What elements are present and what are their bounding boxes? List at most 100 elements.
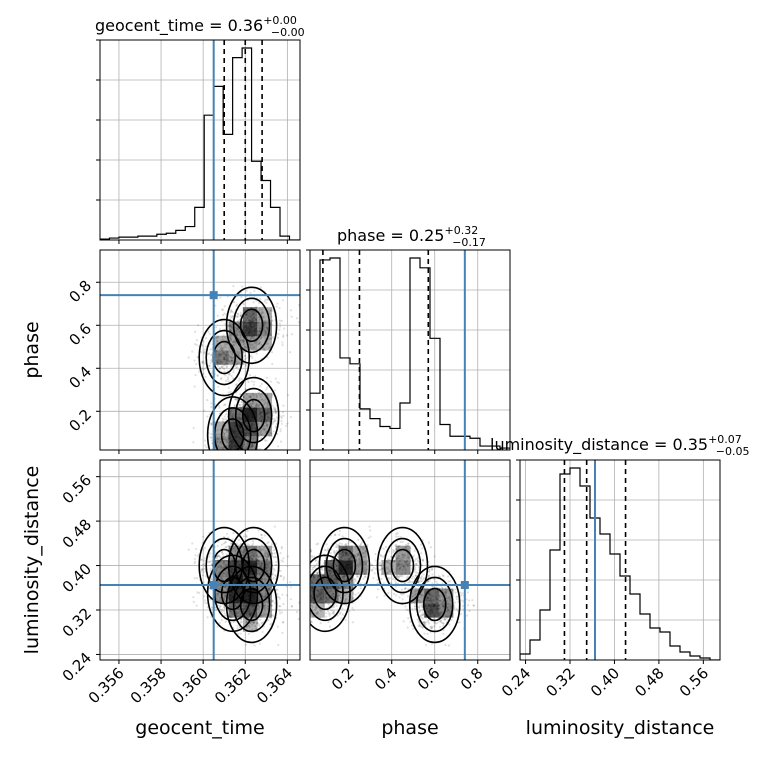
sample-point: [209, 567, 212, 570]
sample-point: [245, 568, 248, 571]
sample-point: [260, 336, 263, 339]
sample-point: [266, 409, 269, 412]
sample-point: [250, 426, 253, 429]
sample-point: [408, 572, 412, 575]
sample-point: [250, 599, 253, 603]
sample-point: [192, 600, 195, 603]
sample-point: [310, 581, 314, 584]
sample-point: [216, 437, 219, 440]
sample-point: [260, 562, 263, 565]
sample-point: [193, 342, 197, 346]
sample-point: [442, 632, 445, 635]
sample-point: [322, 589, 325, 592]
sample-point: [254, 613, 257, 616]
sample-point: [244, 535, 248, 538]
sample-point: [259, 549, 262, 552]
sample-point: [250, 325, 253, 328]
sample-point: [251, 444, 254, 447]
sample-point: [247, 543, 250, 546]
sample-point: [237, 416, 240, 419]
sample-point: [320, 587, 323, 591]
sample-point: [253, 564, 256, 567]
sample-point: [236, 624, 239, 627]
sample-point: [250, 600, 253, 603]
sample-point: [242, 329, 245, 332]
sample-point: [253, 564, 256, 567]
sample-point: [432, 598, 435, 602]
sample-point: [263, 300, 266, 303]
sample-point: [267, 553, 270, 556]
sample-point: [251, 594, 254, 597]
sample-point: [218, 447, 221, 450]
sample-point: [248, 613, 251, 616]
sample-point: [275, 563, 278, 567]
sample-point: [231, 359, 234, 362]
sample-point: [233, 425, 236, 428]
sample-point: [238, 337, 241, 340]
sample-point: [264, 398, 267, 401]
sample-point: [340, 542, 344, 546]
sample-point: [193, 557, 197, 561]
sample-point: [259, 416, 262, 419]
sample-point: [235, 363, 238, 366]
sample-point: [426, 596, 429, 599]
sample-point: [228, 593, 231, 597]
sample-point: [420, 605, 424, 608]
sample-point: [268, 312, 271, 315]
sample-point: [258, 611, 261, 614]
sample-point: [222, 435, 225, 438]
sample-point: [266, 558, 269, 561]
sample-point: [244, 313, 247, 316]
sample-point: [259, 419, 262, 422]
sample-point: [297, 617, 300, 621]
sample-point: [328, 614, 331, 617]
sample-point: [429, 615, 432, 618]
sample-point: [228, 445, 231, 448]
sample-point: [230, 439, 233, 442]
sample-point: [251, 550, 254, 554]
sample-point: [263, 439, 267, 442]
sample-point: [401, 558, 404, 561]
sample-point: [230, 603, 233, 606]
sample-point: [245, 407, 248, 410]
sample-point: [257, 434, 261, 438]
sample-point: [210, 423, 214, 426]
sample-point: [329, 589, 333, 592]
sample-point: [250, 320, 254, 323]
sample-point: [223, 358, 226, 361]
sample-point: [452, 589, 455, 592]
sample-point: [328, 572, 331, 575]
sample-point: [217, 565, 220, 569]
sample-point: [413, 590, 417, 593]
sample-point: [311, 566, 315, 569]
sample-point: [251, 343, 254, 347]
sample-point: [201, 549, 205, 552]
sample-point: [247, 612, 251, 615]
contour-outer: [198, 318, 251, 397]
sample-point: [278, 609, 281, 612]
sample-point: [194, 330, 197, 333]
sample-point: [259, 395, 262, 398]
sample-point: [256, 572, 259, 575]
sample-point: [344, 594, 347, 597]
sample-point: [246, 333, 249, 337]
sample-point: [251, 605, 254, 608]
sample-point: [251, 314, 254, 317]
sample-point: [209, 598, 212, 601]
sample-point: [251, 319, 254, 322]
sample-point: [237, 312, 240, 316]
sample-point: [238, 377, 241, 380]
sample-point: [231, 559, 234, 562]
sample-point: [404, 573, 407, 576]
sample-point: [438, 593, 441, 597]
sample-point: [248, 410, 251, 413]
sample-point: [219, 353, 222, 356]
sample-point: [256, 622, 259, 625]
sample-point: [340, 589, 343, 592]
sample-point: [267, 554, 270, 558]
sample-point: [279, 551, 282, 555]
sample-point: [226, 350, 229, 353]
sample-point: [405, 560, 408, 563]
sample-point: [224, 585, 227, 588]
sample-point: [222, 351, 225, 355]
